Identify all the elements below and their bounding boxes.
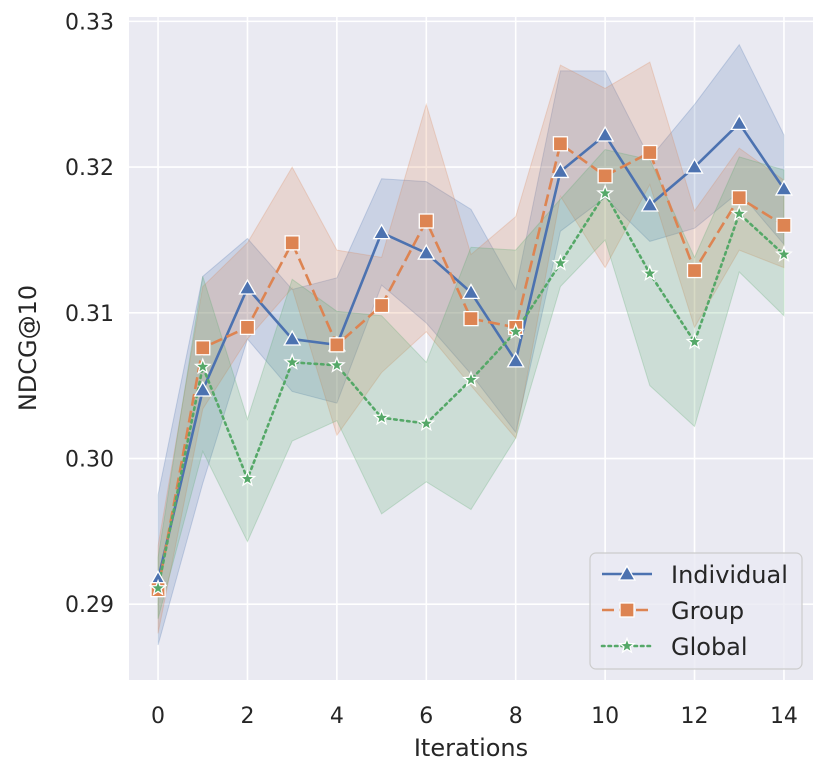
legend-label-group: Group xyxy=(671,597,744,625)
x-tick-label: 0 xyxy=(151,704,165,729)
global-point xyxy=(462,370,480,388)
legend-marker-global xyxy=(618,636,636,654)
global-point xyxy=(596,183,614,201)
y-tick-label: 0.30 xyxy=(65,448,114,473)
series-markers xyxy=(148,114,794,598)
global-point xyxy=(149,578,167,596)
x-tick-label: 2 xyxy=(240,704,254,729)
group-point xyxy=(463,310,479,327)
global-line xyxy=(156,192,786,590)
x-tick-label: 12 xyxy=(681,704,709,729)
legend-label-global: Global xyxy=(671,633,748,661)
global-point xyxy=(417,414,436,432)
group-point xyxy=(597,168,613,184)
individual-point xyxy=(685,157,704,174)
y-tick-labels: 0.29 0.30 0.31 0.32 0.33 xyxy=(65,10,114,618)
legend-item-group: Group xyxy=(602,597,744,625)
global-point xyxy=(283,353,302,370)
x-tick-label: 6 xyxy=(419,704,433,729)
global-point xyxy=(372,408,391,426)
global-point xyxy=(506,322,525,340)
individual-point xyxy=(506,351,525,368)
individual-point xyxy=(551,162,570,179)
global-point xyxy=(775,245,793,263)
individual-point xyxy=(372,223,391,240)
legend-marker-individual xyxy=(617,564,637,581)
legend-marker-group xyxy=(619,602,635,618)
confidence-bands xyxy=(157,43,785,646)
global-point xyxy=(328,355,346,373)
x-tick-labels: 0 2 4 6 8 10 12 14 xyxy=(151,704,798,729)
individual-point xyxy=(238,278,257,295)
group-line xyxy=(156,142,785,590)
x-tick-label: 14 xyxy=(770,704,798,729)
group-point xyxy=(552,136,569,152)
individual-point xyxy=(417,243,436,260)
y-tick-label: 0.29 xyxy=(65,593,114,618)
global-point xyxy=(551,253,570,271)
legend-item-individual: Individual xyxy=(602,561,788,589)
individual-point xyxy=(730,114,749,131)
global-point xyxy=(685,332,704,350)
x-tick-label: 10 xyxy=(591,704,619,729)
global-point xyxy=(640,264,659,281)
individual-point xyxy=(595,125,615,142)
group-point xyxy=(776,217,792,234)
legend-item-global: Global xyxy=(600,633,748,661)
individual-point xyxy=(640,195,659,212)
group-point xyxy=(239,319,256,336)
y-tick-label: 0.32 xyxy=(65,156,114,181)
legend: Individual Group Global xyxy=(589,552,803,670)
group-point xyxy=(284,235,300,251)
individual-point xyxy=(193,380,212,397)
y-axis-label: NDCG@10 xyxy=(14,285,42,411)
global-confidence-band xyxy=(157,149,785,619)
individual-point xyxy=(461,283,481,300)
group-point xyxy=(686,262,703,279)
global-point xyxy=(193,357,212,375)
y-tick-label: 0.33 xyxy=(65,10,114,35)
x-tick-label: 8 xyxy=(509,704,523,729)
y-tick-label: 0.31 xyxy=(65,302,114,327)
individual-point xyxy=(283,329,302,346)
group-point xyxy=(195,340,211,356)
individual-confidence-band xyxy=(157,43,785,646)
x-axis-label: Iterations xyxy=(414,734,528,762)
group-point xyxy=(418,213,434,229)
global-point xyxy=(238,469,257,487)
legend-box xyxy=(589,552,803,670)
individual-point xyxy=(774,179,794,196)
group-point xyxy=(642,144,658,161)
x-tick-label: 4 xyxy=(330,704,344,729)
group-confidence-band xyxy=(157,61,785,634)
group-point xyxy=(329,337,345,353)
group-point xyxy=(731,190,747,206)
group-point xyxy=(373,297,390,314)
global-point xyxy=(730,204,749,222)
legend-label-individual: Individual xyxy=(671,561,788,589)
